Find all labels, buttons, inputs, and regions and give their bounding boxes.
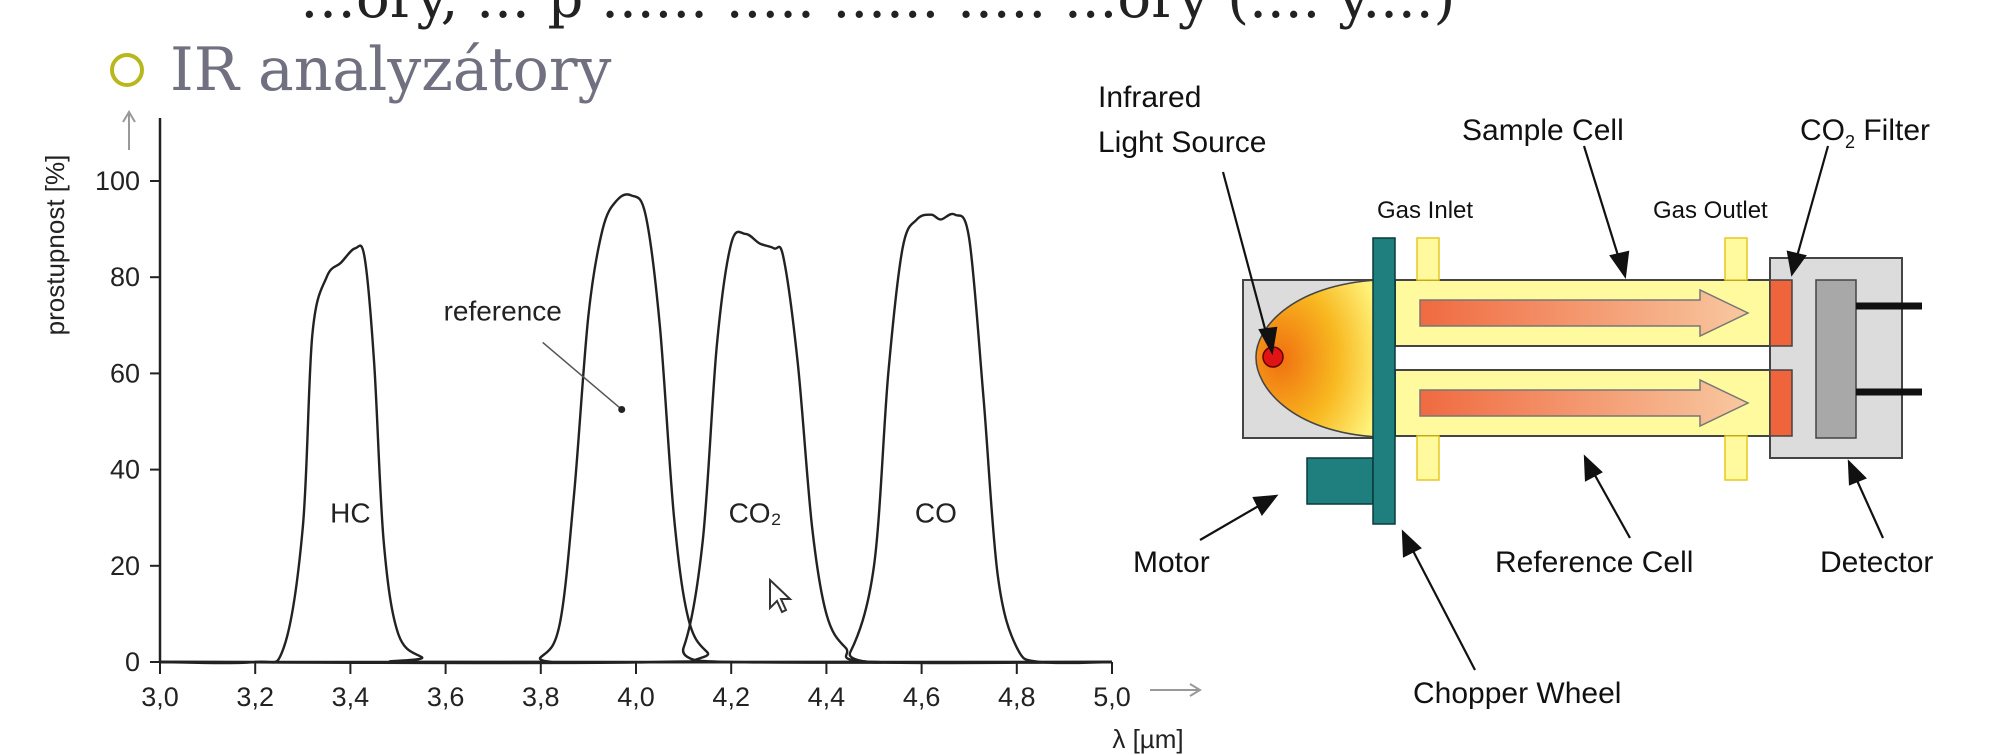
x-tick-label: 3,4 <box>332 682 370 712</box>
sample-cell-pointer-arrowhead-icon <box>1609 250 1630 279</box>
detector-element <box>1815 279 1857 439</box>
y-tick-label: 0 <box>125 647 140 677</box>
label-co2-filter-tail: Filter <box>1855 114 1930 147</box>
bullet-circle-icon <box>110 53 144 87</box>
co2-filter-pointer-line <box>1794 145 1830 261</box>
series-label-2: CO₂ <box>729 498 782 529</box>
y-tick-label: 40 <box>110 455 140 485</box>
reference-pointer-line <box>542 341 623 411</box>
x-axis-label: λ [µm] <box>1112 724 1183 754</box>
chopper-wheel-bar <box>1372 237 1396 525</box>
label-infrared: Infrared <box>1098 81 1201 114</box>
x-tick-label: 3,2 <box>236 682 274 712</box>
reference-cell-pointer-arrowhead-icon <box>1583 454 1603 482</box>
series-line-3 <box>159 212 1113 665</box>
x-axis-arrowhead-icon <box>1189 683 1202 697</box>
infrared-pointer-line <box>1221 171 1270 341</box>
gas-outlet-post-bottom <box>1724 435 1748 481</box>
x-tick-label: 4,2 <box>712 682 750 712</box>
diagram-pointers <box>1199 145 1885 671</box>
gas-inlet-post-bottom <box>1416 435 1440 481</box>
detector-pointer-arrowhead-icon <box>1847 459 1867 486</box>
sample-cell-pointer-line <box>1582 145 1622 263</box>
gas-inlet-post-top <box>1416 237 1440 281</box>
y-tick-label: 80 <box>110 262 140 292</box>
x-tick-label: 4,0 <box>617 682 655 712</box>
series-label-0: HC <box>330 498 370 529</box>
label-reference-cell: Reference Cell <box>1495 546 1693 579</box>
y-tick-label: 100 <box>95 166 140 196</box>
label-co2-filter-main: CO <box>1800 114 1845 147</box>
chopper-pointer-line <box>1409 544 1476 671</box>
co2-filter-top <box>1769 279 1793 347</box>
diagram-labels: Infrared Light Source Sample Cell CO2 Fi… <box>1098 81 1933 710</box>
label-detector: Detector <box>1820 546 1933 579</box>
label-light-source: Light Source <box>1098 126 1266 159</box>
series-label-1: reference <box>444 295 562 326</box>
x-tick-label: 3,0 <box>141 682 179 712</box>
x-tick-label: 4,4 <box>808 682 846 712</box>
top-text-fragment: …ory, ... p ...... ..... ...... ..... ..… <box>300 0 1455 31</box>
y-tick-label: 60 <box>110 358 140 388</box>
series-label-3: CO <box>915 498 957 529</box>
motor-block <box>1306 457 1374 505</box>
detector-pointer-line <box>1853 475 1885 539</box>
reference-cell-pointer-line <box>1591 469 1631 539</box>
slide-title: IR analyzátory <box>110 30 611 110</box>
reflector-flame <box>1255 279 1379 438</box>
y-axis-arrowhead-icon <box>122 110 136 123</box>
gas-outlet-post-top <box>1724 237 1748 281</box>
series-labels: HC reference CO₂ CO <box>330 295 957 528</box>
series-line-1 <box>159 193 1113 664</box>
y-ticks: 0 20 40 60 80 100 <box>95 166 160 677</box>
label-chopper-wheel: Chopper Wheel <box>1413 677 1621 710</box>
transmittance-chart: 3,0 3,2 3,4 3,6 3,8 4,0 4,2 4,4 4,6 4,8 5,0 0 20 40 6… <box>40 110 1202 754</box>
series-line-2 <box>159 230 1113 665</box>
label-gas-outlet: Gas Outlet <box>1653 197 1768 224</box>
label-sample-cell: Sample Cell <box>1462 114 1624 147</box>
label-motor: Motor <box>1133 546 1210 579</box>
co2-filter-pointer-arrowhead-icon <box>1786 250 1807 277</box>
x-tick-label: 4,6 <box>903 682 941 712</box>
label-co2-filter: CO2 Filter <box>1800 114 1930 152</box>
reference-pointer-dot <box>618 405 626 413</box>
reference-beam-arrow-icon <box>1419 378 1750 428</box>
x-ticks: 3,0 3,2 3,4 3,6 3,8 4,0 4,2 4,4 4,6 4,8 5,0 <box>141 662 1131 712</box>
y-tick-label: 20 <box>110 551 140 581</box>
mouse-cursor-icon <box>769 578 793 614</box>
motor-pointer-line <box>1199 503 1263 541</box>
co2-filter-bottom <box>1769 369 1793 437</box>
chopper-pointer-arrowhead-icon <box>1401 529 1422 558</box>
y-axis-label: prostupnost [%] <box>40 155 70 336</box>
sample-beam-arrow-icon <box>1419 288 1750 338</box>
x-tick-label: 3,6 <box>427 682 465 712</box>
label-gas-inlet: Gas Inlet <box>1377 197 1473 224</box>
label-co2-filter-sub: 2 <box>1845 132 1855 152</box>
motor-pointer-arrowhead-icon <box>1252 494 1279 517</box>
infrared-pointer-arrowhead-icon <box>1258 326 1278 356</box>
x-tick-label: 4,8 <box>998 682 1036 712</box>
x-tick-label: 5,0 <box>1093 682 1131 712</box>
series-lines <box>159 193 1113 665</box>
x-tick-label: 3,8 <box>522 682 560 712</box>
title-text: IR analyzátory <box>170 35 612 105</box>
